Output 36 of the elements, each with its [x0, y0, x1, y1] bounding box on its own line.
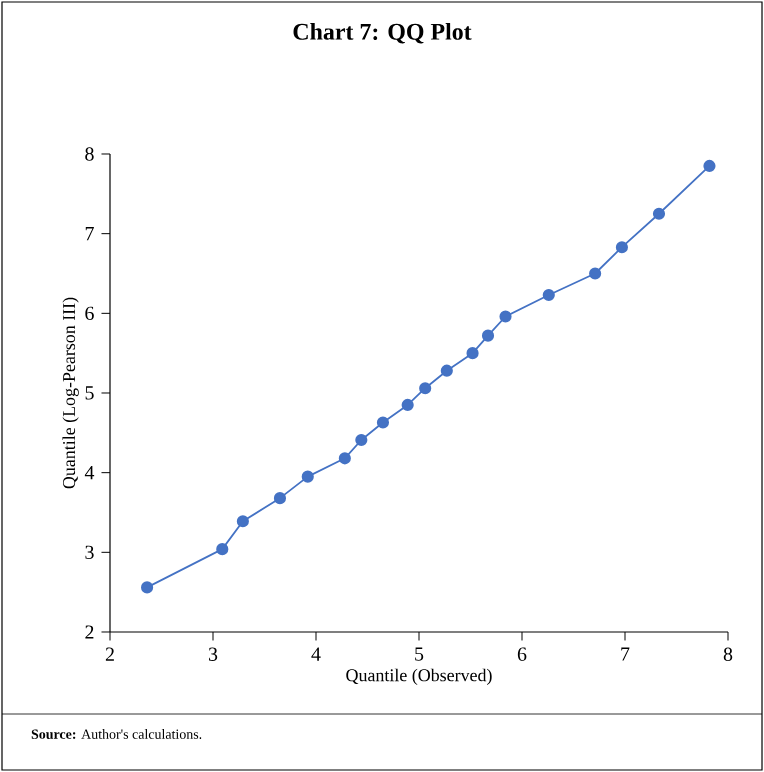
point [481, 329, 495, 342]
point [338, 452, 351, 465]
point [499, 310, 512, 323]
point [589, 267, 602, 280]
y-tick-label: 2 [85, 625, 94, 639]
point [419, 382, 432, 395]
point [703, 159, 716, 173]
point [376, 416, 390, 429]
point [301, 470, 314, 483]
y-axis-title: Quantile (Log-Pearson III) [62, 297, 79, 489]
x-tick-label: 8 [723, 647, 733, 661]
x-tick-label: 3 [208, 647, 218, 661]
y-tick-label: 4 [84, 466, 95, 480]
point [236, 515, 249, 528]
point [401, 398, 414, 412]
x-tick-label: 6 [517, 647, 527, 661]
point [652, 207, 666, 220]
x-tick-label: 2 [105, 647, 114, 661]
x-tick-label: 5 [415, 647, 424, 661]
x-tick-label: 7 [621, 647, 630, 661]
point [440, 364, 453, 377]
point [615, 241, 628, 254]
y-tick-label: 3 [85, 545, 94, 560]
point [466, 347, 479, 360]
y-tick-label: 7 [85, 227, 94, 241]
point [273, 492, 287, 505]
x-axis-title: Quantile (Observed) [346, 668, 492, 685]
point [216, 543, 229, 556]
point [542, 288, 555, 302]
point [355, 433, 368, 447]
y-tick-label: 6 [85, 306, 94, 321]
y-tick-label: 8 [85, 147, 94, 161]
y-tick-label: 5 [85, 386, 94, 400]
chart-title: Chart 7: QQ Plot [293, 23, 472, 44]
point [141, 581, 154, 594]
x-tick-label: 4 [311, 647, 321, 661]
